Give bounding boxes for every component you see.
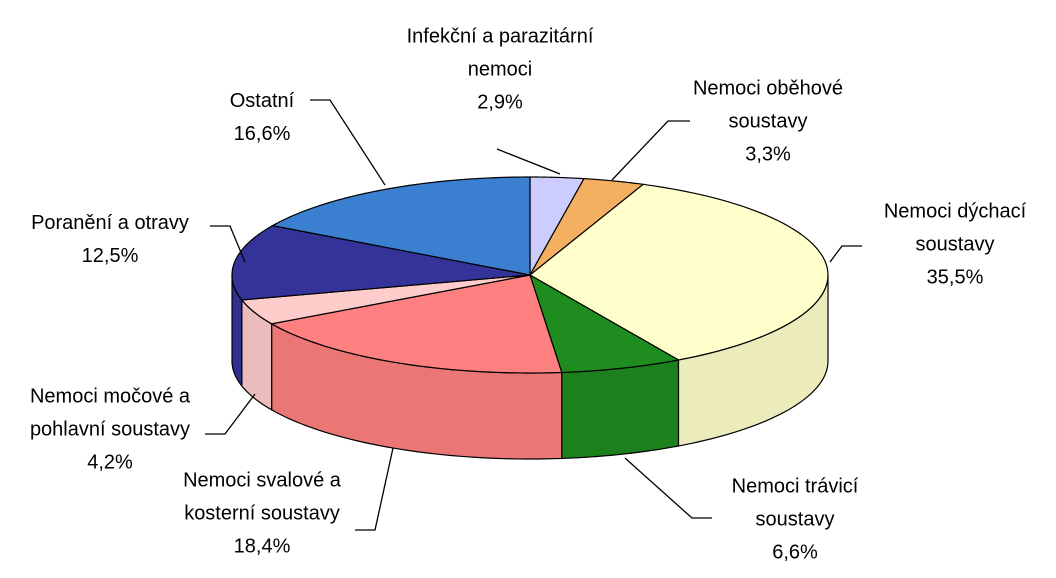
slice: [529, 178, 645, 276]
category-name: Nemoci dýchací soustavy: [883, 200, 1027, 256]
slice: [528, 273, 681, 374]
slice-label: Nemoci močové a pohlavní soustavy 4,2%: [0, 381, 220, 480]
slice: [528, 183, 829, 361]
category-name: Infekční a parazitární nemoci: [406, 25, 594, 81]
value-label: 6,6%: [772, 541, 818, 564]
leader-line: [829, 245, 862, 263]
value-label: 35,5%: [926, 266, 984, 289]
value-label: 18,4%: [233, 535, 291, 558]
category-name: Nemoci oběhové soustavy: [692, 77, 844, 133]
leader-line: [496, 148, 561, 175]
leader-line: [210, 225, 246, 263]
slice: [270, 176, 531, 276]
leader-line: [624, 457, 712, 519]
slice-label: Infekční a parazitární nemoci 2,9%: [380, 21, 620, 120]
slice-label: Poranění a otravy 12,5%: [0, 207, 225, 273]
leader-line: [611, 120, 690, 181]
slice-label: Ostatní 16,6%: [207, 85, 317, 151]
value-label: 4,2%: [87, 451, 133, 474]
slice-label: Nemoci svalové a kosterní soustavy 18,4%: [157, 465, 367, 564]
slice-label: Nemoci oběhové soustavy 3,3%: [683, 73, 853, 172]
leader-line: [355, 447, 394, 531]
value-label: 12,5%: [81, 245, 139, 267]
leader-line: [310, 99, 386, 186]
value-label: 2,9%: [477, 91, 523, 114]
slice-side: [561, 359, 680, 460]
category-name: Nemoci močové a pohlavní soustavy: [29, 385, 191, 441]
leader-line: [205, 393, 256, 435]
category-name: Nemoci trávicí soustavy: [731, 475, 859, 531]
value-label: 16,6%: [233, 123, 291, 145]
slice: [231, 225, 531, 301]
category-name: Poranění a otravy: [31, 212, 189, 234]
slice: [240, 274, 531, 325]
slice-label: Nemoci dýchací soustavy 35,5%: [865, 196, 1045, 295]
category-name: Ostatní: [229, 90, 295, 112]
slice-label: Nemoci trávicí soustavy 6,6%: [710, 471, 880, 570]
category-name: Nemoci svalové a kosterní soustavy: [183, 469, 341, 525]
slice: [269, 274, 563, 374]
value-label: 3,3%: [745, 143, 791, 166]
